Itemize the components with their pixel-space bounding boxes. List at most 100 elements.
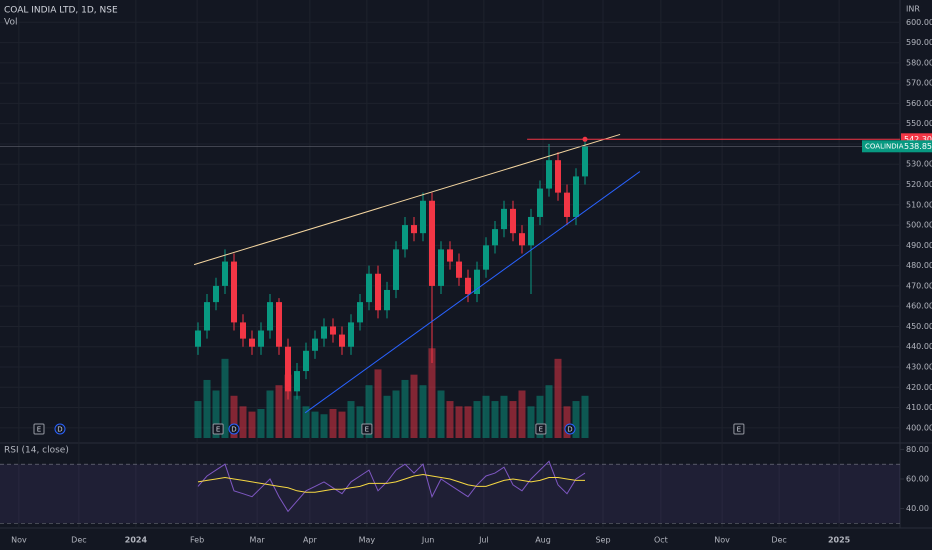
x-tick-label: Nov <box>11 536 27 545</box>
volume-bar <box>329 408 337 438</box>
rsi-line <box>197 460 586 513</box>
symbol-label: COALINDIA <box>865 142 904 150</box>
volume-bar <box>455 406 463 438</box>
candle-body <box>231 261 237 323</box>
x-tick-label: Nov <box>714 536 730 545</box>
candle-body <box>501 208 507 230</box>
candle-body <box>483 245 489 270</box>
candle-body <box>321 326 327 339</box>
marks <box>0 133 900 513</box>
event-icon <box>733 423 745 435</box>
candle-body <box>402 225 408 250</box>
y-tick-label: 420.00 <box>906 383 932 392</box>
candle-body <box>258 330 264 347</box>
volume-bar <box>356 406 364 438</box>
candle-body <box>267 302 273 331</box>
candle-body <box>222 261 228 286</box>
y-tick-label: 590.00 <box>906 38 932 47</box>
volume-bar <box>230 395 238 438</box>
rsi-tick-label: 80.00 <box>906 445 929 454</box>
volume-bar <box>446 401 454 438</box>
event-icon <box>33 423 45 435</box>
rsi-ma-line <box>197 473 585 493</box>
volume-bar <box>257 408 265 438</box>
event-label: E <box>539 426 543 434</box>
volume-bar <box>410 374 418 438</box>
volume-bar <box>194 401 202 438</box>
volume-bar <box>320 414 328 438</box>
candle-body <box>555 160 561 193</box>
volume-bar <box>536 395 544 438</box>
y-tick-label: 410.00 <box>906 403 932 412</box>
volume-bar <box>392 390 400 438</box>
event-label: E <box>37 426 41 434</box>
candle-body <box>582 146 588 177</box>
candle-body <box>420 200 426 234</box>
event-label: E <box>365 426 369 434</box>
volume-label: Vol <box>4 18 17 28</box>
volume-bar <box>374 369 382 438</box>
volume-bar <box>347 401 355 438</box>
candle-body <box>474 269 480 295</box>
volume-bar <box>581 395 589 438</box>
event-label: D <box>57 426 62 434</box>
last-point <box>582 136 588 142</box>
x-tick-label: Oct <box>654 536 668 545</box>
rsi-title: RSI (14, close) <box>4 446 69 456</box>
volume-bar <box>266 390 274 438</box>
volume-bar <box>284 374 292 438</box>
event-icon <box>54 423 66 435</box>
candle-body <box>375 273 381 311</box>
hline-label: 542.30 <box>904 135 932 144</box>
volume-bar <box>563 406 571 438</box>
volume-bar <box>221 358 229 438</box>
volume-bar <box>275 385 283 438</box>
volume-bar <box>302 406 310 438</box>
volume-bar <box>248 411 256 438</box>
volume-bar <box>572 401 580 438</box>
candle-body <box>339 334 345 347</box>
volume-bar <box>437 390 445 438</box>
event-icon <box>228 423 240 435</box>
candle-body <box>447 249 453 262</box>
candle-body <box>330 326 336 335</box>
event-label: E <box>737 426 741 434</box>
grid <box>0 0 904 528</box>
x-tick-label: Mar <box>250 536 266 545</box>
volume-bar <box>482 395 490 438</box>
volume-bar <box>473 401 481 438</box>
candle-body <box>195 330 201 347</box>
rsi-tick-label: 60.00 <box>906 474 929 483</box>
volume-bar <box>419 385 427 438</box>
candle-body <box>519 233 525 246</box>
y-tick-label: 530.00 <box>906 160 932 169</box>
event-icon <box>535 423 547 435</box>
candle-body <box>528 216 534 246</box>
volume-bar <box>491 401 499 438</box>
event-icon <box>212 423 224 435</box>
x-tick-label: Aug <box>535 536 551 545</box>
y-tick-label: 550.00 <box>906 119 932 128</box>
volume-bar <box>239 406 247 438</box>
x-tick-label: Dec <box>771 536 786 545</box>
y-tick-label: 560.00 <box>906 99 932 108</box>
candle-body <box>393 249 399 290</box>
candle-body <box>492 229 498 246</box>
x-tick-label: Sep <box>595 536 610 545</box>
candle-body <box>429 200 435 286</box>
y-tick-label: 480.00 <box>906 261 932 270</box>
x-tick-label: Jun <box>421 536 435 545</box>
trend-line <box>304 171 641 414</box>
candle-body <box>312 338 318 351</box>
y-tick-label: 460.00 <box>906 302 932 311</box>
currency: INR <box>906 5 920 14</box>
y-tick-label: 450.00 <box>906 322 932 331</box>
y-tick-label: 600.00 <box>906 18 932 27</box>
event-icon <box>564 423 576 435</box>
y-tick-label: 490.00 <box>906 241 932 250</box>
y-tick-label: 400.00 <box>906 423 932 432</box>
candle-body <box>240 322 246 339</box>
volume-bar <box>527 406 535 438</box>
x-tick-label: 2025 <box>828 536 851 545</box>
volume-bar <box>500 395 508 438</box>
